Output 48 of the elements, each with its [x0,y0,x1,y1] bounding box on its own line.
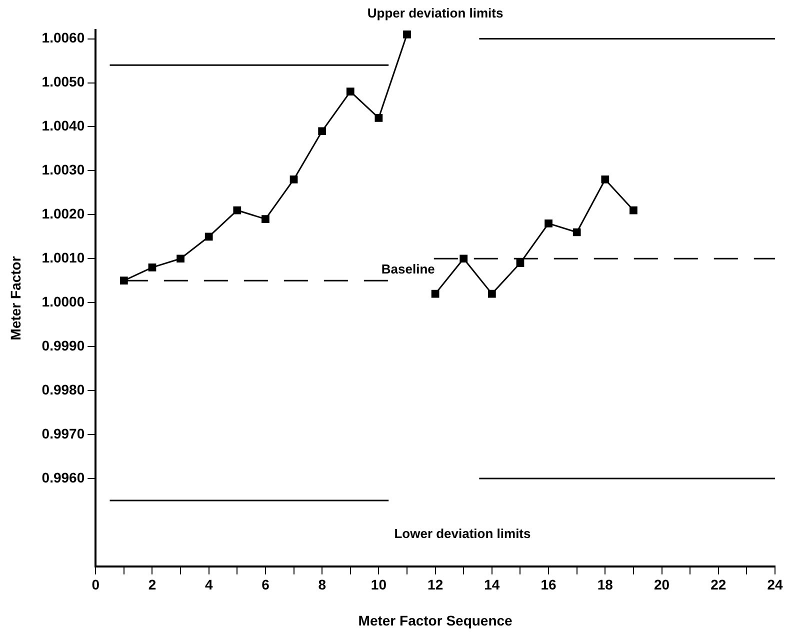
x-tick-label: 20 [654,576,670,593]
annotation: Baseline [381,261,435,276]
annotation: Lower deviation limits [394,526,531,541]
point [460,254,468,263]
x-axis-title: Meter Factor Sequence [358,612,513,628]
y-tick-label: 0.9960 [42,469,85,486]
x-tick-label: 24 [767,576,783,593]
point [374,114,383,122]
x-tick-label: 10 [370,576,387,593]
point [290,176,298,184]
y-tick-label: 1.0010 [42,249,85,266]
x-tick-label: 8 [318,576,326,593]
y-tick-label: 0.9980 [42,381,85,398]
x-tick-label: 0 [92,576,100,593]
x-tick-label: 4 [204,576,213,593]
y-tick-label: 1.0020 [42,206,85,222]
y-tick-label: 1.0030 [42,162,85,178]
point [544,220,552,228]
y-tick-label: 1.0000 [42,293,85,310]
point [262,215,270,223]
x-tick-label: 6 [262,576,270,593]
point [630,206,638,214]
point [403,30,411,38]
y-tick-label: 1.0040 [42,118,85,134]
x-tick-label: 12 [428,576,444,593]
y-tick-label: 1.0060 [42,30,85,46]
y-tick-label: 1.0050 [42,74,85,90]
point [431,290,440,298]
point [346,88,354,96]
point [572,228,581,236]
x-tick-label: 14 [484,576,500,593]
point [601,176,610,184]
point [148,263,156,272]
x-tick-label: 18 [597,576,614,593]
x-tick-label: 22 [710,576,726,593]
point [488,290,496,298]
text: Upper deviation limits [367,6,504,21]
point [204,232,213,241]
point [516,259,524,267]
y-tick-label: 0.9970 [42,425,85,442]
y-axis-title: Meter Factor [7,256,24,340]
point [120,276,128,285]
x-tick-label: 2 [148,576,156,593]
point [318,127,326,136]
y-tick-label: 0.9990 [42,337,85,354]
point [233,206,242,214]
point [176,254,184,263]
x-tick-label: 16 [540,576,557,593]
